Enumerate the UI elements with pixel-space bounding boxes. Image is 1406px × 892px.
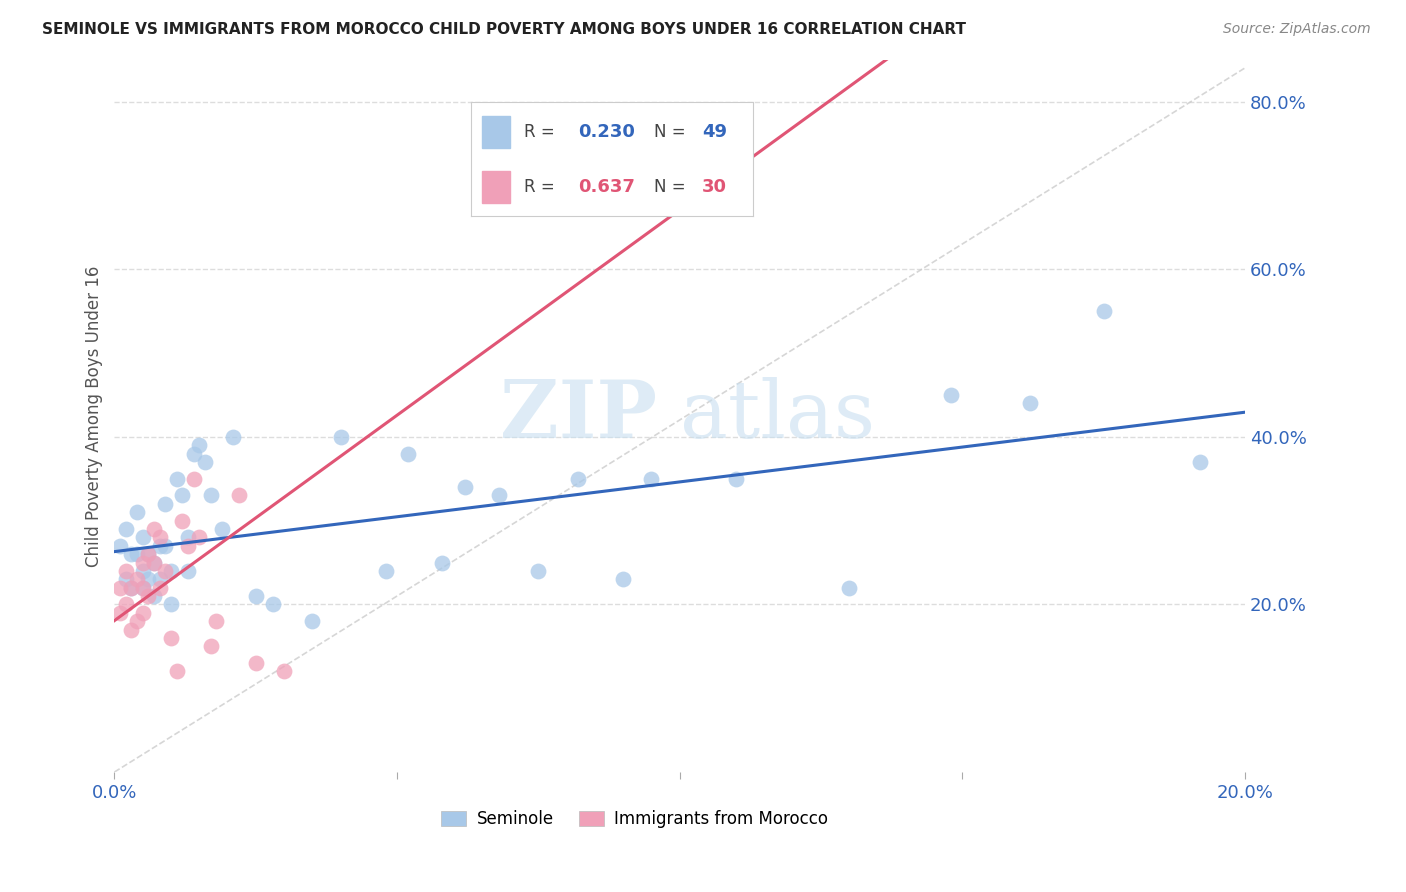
Point (612, 572, 634, 586)
Point (273, 665, 295, 679)
Point (166, 472, 188, 486)
Point (155, 564, 177, 578)
Point (245, 656, 267, 670)
Point (120, 581, 142, 595)
Text: ZIP: ZIP (501, 376, 657, 455)
Point (1019, 396, 1042, 410)
Point (160, 631, 183, 645)
Point (228, 488, 250, 502)
Point (555, 178, 578, 193)
Point (160, 598, 183, 612)
Point (149, 530, 172, 544)
Point (177, 564, 200, 578)
Point (262, 598, 284, 612)
Point (838, 581, 860, 595)
Point (131, 606, 153, 620)
Point (200, 488, 222, 502)
Point (131, 530, 153, 544)
Point (454, 480, 477, 494)
Point (160, 564, 183, 578)
Point (177, 539, 200, 553)
Point (136, 572, 159, 586)
Point (200, 640, 222, 654)
Point (188, 438, 211, 452)
Point (194, 455, 217, 469)
Point (1188, 455, 1211, 469)
Point (166, 665, 188, 679)
Point (567, 472, 589, 486)
Point (131, 581, 153, 595)
Point (725, 472, 748, 486)
Point (155, 497, 177, 511)
Y-axis label: Child Poverty Among Boys Under 16: Child Poverty Among Boys Under 16 (86, 265, 103, 566)
Point (155, 539, 177, 553)
Point (183, 446, 205, 460)
Point (1092, 304, 1115, 318)
Point (205, 614, 228, 628)
Point (143, 589, 166, 603)
Point (120, 547, 142, 561)
Point (222, 430, 245, 444)
Point (211, 522, 233, 536)
Point (488, 488, 510, 502)
Point (329, 430, 352, 444)
Point (149, 539, 172, 553)
Point (527, 564, 550, 578)
Point (172, 488, 194, 502)
Point (183, 472, 205, 486)
Point (125, 572, 148, 586)
Point (177, 530, 200, 544)
Point (374, 564, 396, 578)
Point (143, 556, 166, 570)
Point (108, 539, 131, 553)
Point (301, 614, 323, 628)
Point (114, 572, 136, 586)
Point (136, 547, 159, 561)
Point (245, 589, 267, 603)
Point (108, 606, 131, 620)
Point (125, 614, 148, 628)
Point (396, 446, 419, 460)
Point (114, 522, 136, 536)
Point (131, 581, 153, 595)
Text: SEMINOLE VS IMMIGRANTS FROM MOROCCO CHILD POVERTY AMONG BOYS UNDER 16 CORRELATIO: SEMINOLE VS IMMIGRANTS FROM MOROCCO CHIL… (42, 22, 966, 37)
Point (136, 589, 159, 603)
Point (939, 388, 962, 402)
Point (172, 514, 194, 528)
Point (432, 556, 454, 570)
Point (108, 581, 131, 595)
Point (143, 556, 166, 570)
Point (131, 564, 153, 578)
Point (149, 581, 172, 595)
Point (125, 547, 148, 561)
Legend: Seminole, Immigrants from Morocco: Seminole, Immigrants from Morocco (434, 804, 834, 835)
Point (640, 472, 662, 486)
Point (120, 581, 142, 595)
Point (125, 505, 148, 519)
Point (149, 572, 172, 586)
Point (136, 547, 159, 561)
Point (120, 623, 142, 637)
Text: atlas: atlas (679, 376, 875, 455)
Point (143, 522, 166, 536)
Point (131, 556, 153, 570)
Text: Source: ZipAtlas.com: Source: ZipAtlas.com (1223, 22, 1371, 37)
Point (114, 564, 136, 578)
Point (114, 598, 136, 612)
Point (188, 530, 211, 544)
